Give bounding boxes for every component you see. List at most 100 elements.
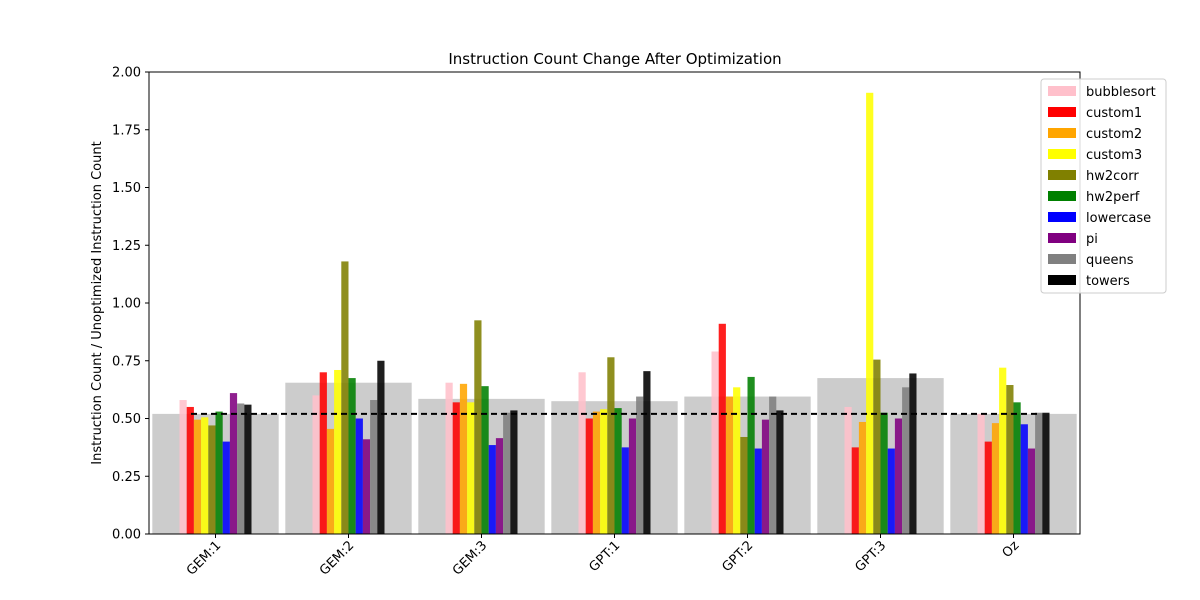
bar-pi-gpt-2 [761, 419, 770, 534]
bar-hw2perf-gpt-2 [747, 376, 755, 534]
bar-custom3-gem-3 [467, 402, 475, 534]
bar-custom3-gem-2 [334, 369, 342, 534]
y-axis-label: Instruction Count / Unoptimized Instruct… [90, 141, 105, 464]
bar-custom2-oz [991, 423, 1000, 534]
legend-swatch-custom2 [1048, 128, 1076, 138]
bar-queens-gpt-2 [769, 396, 777, 534]
bar-hw2perf-gem-1 [215, 411, 223, 534]
bar-custom2-gem-1 [193, 419, 202, 534]
x-tick-label: GPT:2 [720, 538, 757, 575]
legend-swatch-lowercase [1048, 212, 1076, 222]
x-tick-label: GEM:3 [450, 538, 490, 578]
legend-swatch-queens [1048, 254, 1076, 264]
x-tick-label: GEM:2 [317, 538, 357, 578]
bar-custom2-gpt-2 [725, 396, 734, 534]
legend-swatch-bubblesort [1048, 86, 1076, 96]
bar-queens-gem-3 [503, 412, 511, 534]
bar-custom1-gpt-3 [851, 447, 859, 534]
bar-queens-gpt-1 [636, 396, 644, 534]
bar-hw2corr-gpt-2 [740, 436, 748, 534]
legend-swatch-pi [1048, 233, 1076, 243]
bar-bubblesort-gem-1 [179, 400, 187, 534]
legend-label-hw2perf: hw2perf [1086, 190, 1140, 205]
legend-label-custom1: custom1 [1086, 106, 1142, 121]
bar-custom1-gpt-1 [585, 418, 593, 534]
y-tick-label: 1.00 [112, 297, 141, 312]
x-tick-label: GPT:1 [587, 538, 624, 575]
legend-swatch-hw2corr [1048, 170, 1076, 180]
legend: bubblesort custom1 custom2 custom3 hw2corr hw… [1040, 78, 1167, 294]
bar-custom2-gpt-1 [592, 411, 601, 534]
bar-pi-gpt-3 [894, 418, 903, 534]
bar-lowercase-gem-3 [488, 445, 496, 534]
y-tick-label: 1.25 [112, 239, 141, 254]
bar-towers-oz [1042, 412, 1050, 534]
x-tick-label: GPT:3 [853, 538, 890, 575]
bar-lowercase-gpt-1 [621, 447, 629, 534]
bar-towers-gem-1 [244, 404, 252, 534]
bar-custom2-gem-3 [459, 383, 468, 534]
bar-pi-gem-2 [362, 439, 371, 534]
bar-towers-gpt-3 [909, 373, 917, 534]
bar-bubblesort-gpt-3 [844, 406, 852, 534]
bar-towers-gem-3 [510, 410, 518, 534]
bar-custom3-gpt-2 [733, 387, 741, 534]
bar-pi-gpt-1 [628, 418, 637, 534]
bar-queens-gem-2 [370, 400, 378, 534]
bar-lowercase-gem-1 [222, 441, 230, 534]
legend-label-custom3: custom3 [1086, 148, 1142, 163]
plot-area: 0.00 0.25 0.50 0.75 1.00 1.25 1.50 1.75 2.00 GEM:… [112, 66, 1081, 579]
bar-pi-oz [1027, 448, 1036, 534]
bar-lowercase-gpt-3 [887, 448, 895, 534]
axes-frame [148, 71, 1081, 535]
bar-hw2perf-oz [1013, 402, 1021, 534]
bar-custom3-gem-1 [201, 417, 209, 534]
bar-custom2-gem-2 [326, 428, 335, 534]
bar-lowercase-oz [1020, 424, 1028, 534]
bar-custom3-gpt-3 [866, 92, 874, 534]
legend-swatch-towers [1048, 275, 1076, 285]
x-tick-label: GEM:1 [184, 538, 224, 578]
bar-queens-oz [1035, 412, 1043, 534]
bar-bubblesort-gpt-2 [711, 351, 719, 534]
bar-bubblesort-gpt-1 [578, 372, 586, 534]
x-tick-label: Oz [1000, 538, 1023, 561]
y-tick-label: 0.50 [112, 412, 141, 427]
legend-label-hw2corr: hw2corr [1086, 169, 1139, 184]
legend-label-pi: pi [1086, 232, 1098, 247]
bar-lowercase-gem-2 [355, 418, 363, 534]
bar-hw2corr-gem-2 [341, 261, 349, 534]
bar-lowercase-gpt-2 [754, 448, 762, 534]
bar-hw2perf-gpt-1 [614, 408, 622, 534]
legend-label-lowercase: lowercase [1086, 211, 1151, 226]
bar-hw2perf-gem-3 [481, 386, 489, 534]
bar-custom1-gem-2 [319, 372, 327, 534]
legend-label-towers: towers [1086, 274, 1130, 289]
y-tick-label: 0.00 [112, 528, 141, 543]
legend-swatch-custom3 [1048, 149, 1076, 159]
bar-hw2corr-oz [1006, 385, 1014, 534]
legend-label-bubblesort: bubblesort [1086, 85, 1156, 100]
y-tick-label: 2.00 [112, 66, 141, 81]
bar-bubblesort-gem-3 [445, 382, 453, 534]
legend-label-queens: queens [1086, 253, 1134, 268]
bar-pi-gem-3 [495, 438, 504, 534]
bar-pi-gem-1 [229, 393, 238, 534]
legend-label-custom2: custom2 [1086, 127, 1142, 142]
y-tick-label: 0.75 [112, 354, 141, 369]
y-tick-label: 1.75 [112, 123, 141, 138]
chart-title: Instruction Count Change After Optimizat… [448, 50, 781, 68]
bar-custom1-gem-1 [186, 406, 194, 534]
legend-swatch-custom1 [1048, 107, 1076, 117]
bar-hw2corr-gpt-3 [873, 359, 881, 534]
bar-custom1-gpt-2 [718, 323, 726, 534]
bar-custom1-gem-3 [452, 402, 460, 534]
legend-swatch-hw2perf [1048, 191, 1076, 201]
bar-hw2corr-gem-1 [208, 425, 216, 534]
bar-custom3-oz [999, 367, 1007, 534]
bar-hw2corr-gpt-1 [607, 357, 615, 534]
bar-custom1-oz [984, 441, 992, 534]
bar-custom2-gpt-3 [858, 421, 867, 534]
bar-queens-gpt-3 [902, 387, 910, 534]
